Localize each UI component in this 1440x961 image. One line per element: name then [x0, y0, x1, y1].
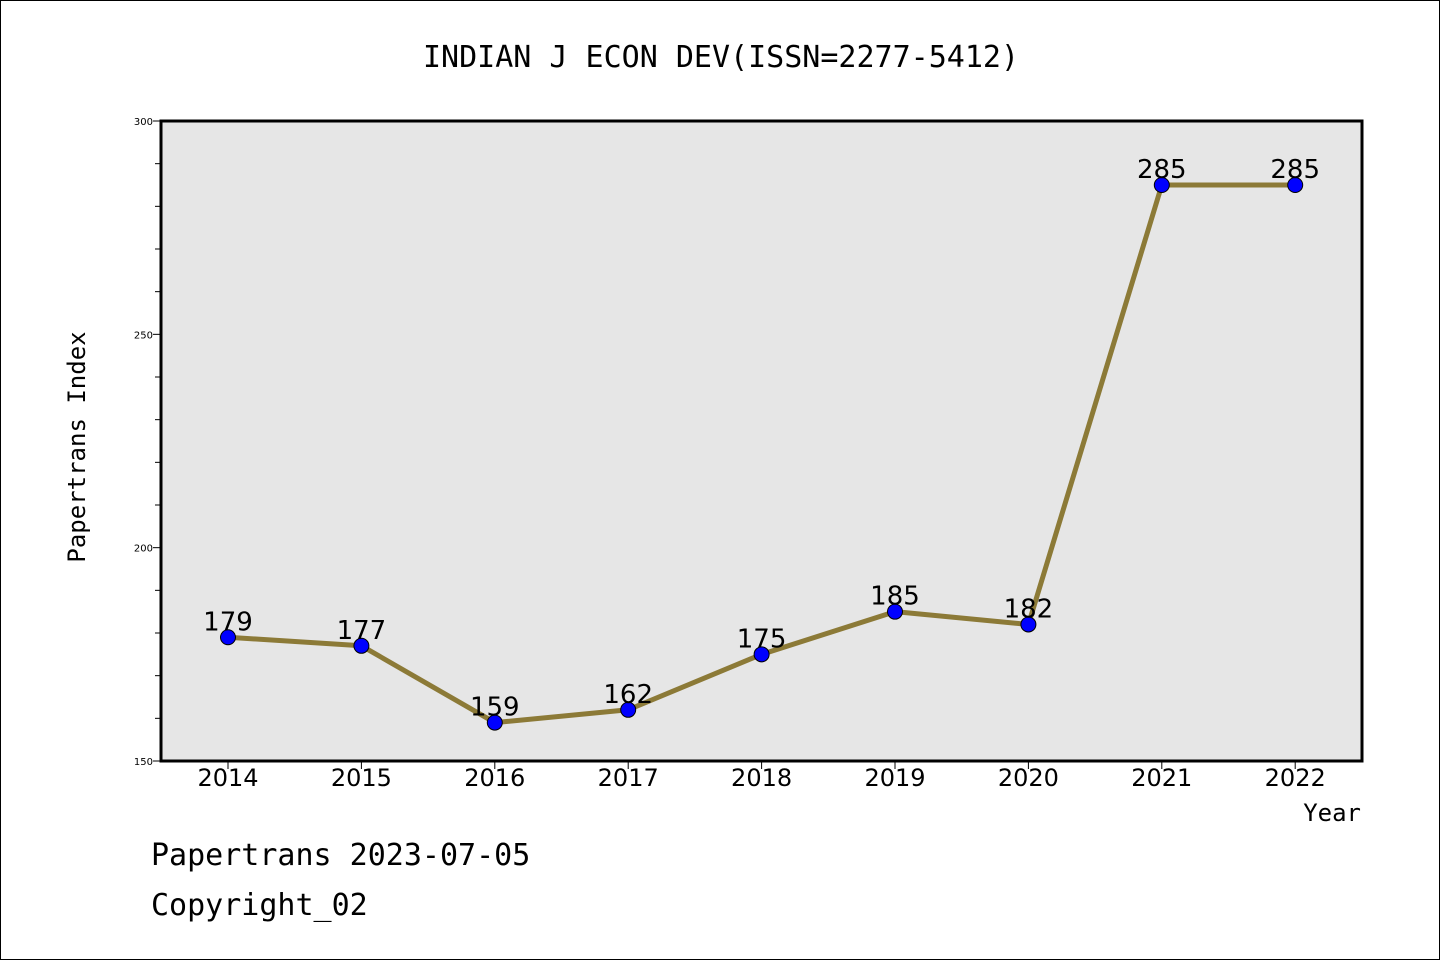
footer-date: Papertrans 2023-07-05: [151, 838, 530, 873]
x-tick-label: 2014: [197, 764, 258, 792]
series-group: 179 177 159 162 175 185 182 285 285: [203, 155, 1320, 731]
y-tick-label: 250: [134, 330, 153, 341]
data-point-marker: [887, 603, 903, 620]
x-tick-label: 2016: [464, 764, 525, 792]
data-label: 162: [603, 680, 653, 710]
x-tick-label: 2019: [864, 764, 925, 792]
data-point-marker: [753, 646, 770, 663]
data-label: 175: [737, 624, 787, 654]
data-label: 179: [203, 607, 253, 637]
data-point-marker: [1153, 177, 1170, 193]
y-tick-label: 300: [134, 117, 153, 128]
y-axis-label: Papertrans Index: [63, 331, 91, 562]
x-tick-label: 2022: [1265, 764, 1326, 792]
data-point-marker: [1287, 177, 1304, 193]
data-point-marker: [620, 701, 637, 718]
data-label: 285: [1270, 155, 1320, 185]
data-point-marker: [1020, 616, 1037, 633]
data-label: 182: [1004, 594, 1054, 624]
chart-title: INDIAN J ECON DEV(ISSN=2277-5412): [423, 40, 1019, 75]
x-tick-label: 2018: [731, 764, 792, 792]
x-axis: 2014 2015 2016 2017 2018 2019 2020 2021 2022: [197, 761, 1326, 792]
data-point-marker: [353, 637, 370, 654]
data-point-marker: [220, 629, 236, 646]
data-point-marker: [486, 714, 503, 731]
data-label: 177: [337, 616, 387, 646]
y-axis: 150 200 250 300: [134, 117, 161, 768]
y-tick-label: 200: [134, 544, 153, 555]
data-label: 159: [470, 693, 520, 723]
x-tick-label: 2017: [598, 764, 659, 792]
x-axis-label: Year: [1303, 799, 1361, 827]
data-label: 185: [870, 582, 920, 612]
plot-area: [159, 119, 1364, 763]
x-tick-label: 2020: [998, 764, 1059, 792]
footer-copyright: Copyright_02: [151, 888, 368, 923]
x-tick-label: 2021: [1131, 764, 1192, 792]
y-tick-label: 150: [134, 757, 153, 768]
data-label: 285: [1137, 155, 1187, 185]
x-tick-label: 2015: [331, 764, 392, 792]
